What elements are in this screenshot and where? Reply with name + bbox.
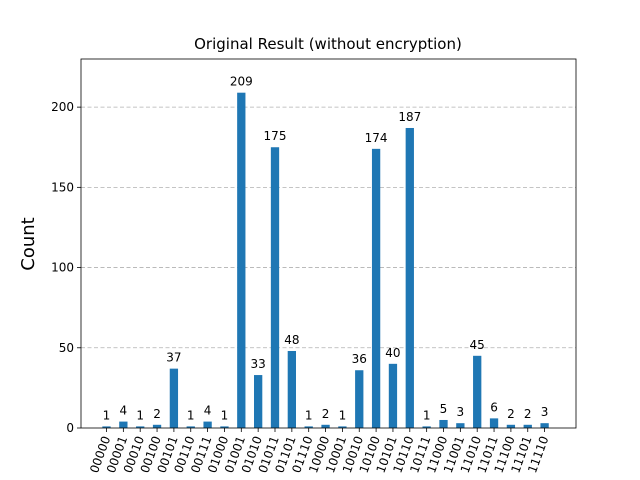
bar-01101 [287, 350, 296, 428]
bar-10100 [371, 148, 381, 428]
bar-10101 [388, 363, 398, 428]
bar-11001 [456, 423, 465, 428]
data-label-11100: 2 [507, 407, 515, 421]
data-label-10111: 1 [423, 408, 431, 422]
bar-11010 [473, 355, 482, 428]
gridlines [81, 106, 576, 349]
y-tick-label-1: 50 [59, 341, 74, 355]
data-label-01110: 1 [305, 408, 313, 422]
data-label-11001: 3 [457, 405, 465, 419]
bars [102, 92, 549, 429]
bar-10111 [422, 426, 431, 428]
data-label-11010: 45 [470, 338, 485, 352]
bar-11000 [439, 419, 448, 428]
plot-frame [80, 58, 577, 429]
data-label-10001: 1 [339, 408, 347, 422]
data-label-10010: 36 [352, 352, 367, 366]
data-label-00111: 4 [204, 404, 212, 418]
data-label-10100: 174 [365, 131, 388, 145]
bar-01001 [237, 92, 246, 428]
data-label-10110: 187 [398, 110, 421, 124]
bar-00010 [136, 426, 145, 428]
data-label-00010: 1 [136, 408, 144, 422]
data-label-00110: 1 [187, 408, 195, 422]
data-label-11000: 5 [440, 402, 448, 416]
y-tick-label-3: 150 [51, 180, 74, 194]
y-tick-label-0: 0 [66, 421, 74, 435]
bar-01011 [270, 147, 280, 428]
y-tick-label-2: 100 [51, 261, 74, 275]
bar-10010 [355, 370, 364, 428]
data-label-00000: 1 [103, 408, 111, 422]
bar-00100 [152, 424, 162, 428]
data-label-00101: 37 [166, 351, 181, 365]
data-label-11101: 2 [524, 407, 532, 421]
bar-01000 [220, 426, 229, 428]
bar-11100 [506, 424, 516, 428]
bar-00111 [203, 421, 212, 428]
chart-title: Original Result (without encryption) [194, 35, 462, 53]
data-label-01000: 1 [221, 408, 229, 422]
bar-00101 [169, 368, 179, 428]
data-label-11110: 3 [541, 405, 549, 419]
bar-11011 [489, 418, 499, 428]
bar-10000 [321, 424, 330, 428]
bar-00110 [186, 426, 195, 428]
data-label-01010: 33 [251, 357, 266, 371]
data-label-11011: 6 [490, 400, 498, 414]
data-label-10101: 40 [385, 346, 400, 360]
data-label-10000: 2 [322, 407, 330, 421]
y-axis-label: Count [18, 217, 39, 270]
bar-00001 [119, 421, 128, 428]
data-label-00100: 2 [153, 407, 161, 421]
y-tick-label-4: 200 [51, 100, 74, 114]
bar-10110 [405, 127, 414, 429]
bar-11101 [523, 424, 532, 428]
bar-01010 [254, 375, 263, 428]
bar-01110 [304, 426, 313, 428]
data-label-01101: 48 [284, 333, 299, 347]
bar-11110 [540, 423, 549, 428]
data-label-01011: 175 [264, 129, 287, 143]
y-axis-ticks: 0 50 100 150 200 [51, 100, 81, 435]
bar-00000 [102, 426, 111, 428]
x-axis-ticks: 0000000001000100010000101001100011101000… [87, 428, 551, 475]
bar-10001 [338, 426, 347, 428]
data-label-00001: 4 [120, 404, 128, 418]
data-label-01001: 209 [230, 75, 253, 89]
